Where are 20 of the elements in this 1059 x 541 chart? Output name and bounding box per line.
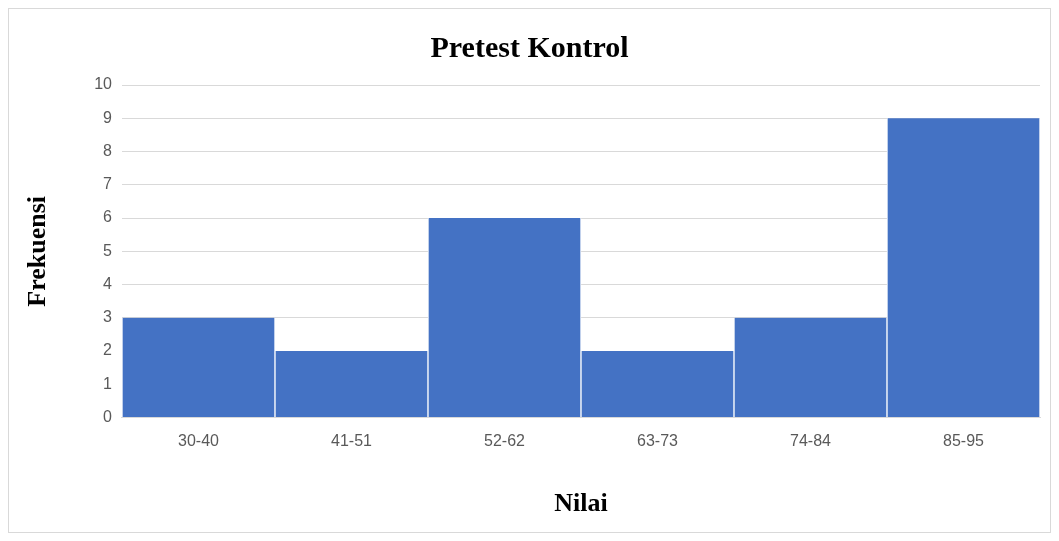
x-tick-label: 63-73 — [637, 431, 679, 449]
y-tick-label: 4 — [103, 274, 113, 292]
x-axis-title: Nilai — [554, 488, 608, 518]
x-tick-label: 30-40 — [178, 431, 220, 449]
y-tick-label: 6 — [103, 208, 113, 226]
y-tick-label: 10 — [94, 75, 113, 93]
y-tick-label: 8 — [103, 141, 113, 159]
y-tick-label: 7 — [103, 175, 113, 193]
y-tick-label: 3 — [103, 308, 113, 326]
x-tick-label: 85-95 — [943, 431, 985, 449]
x-tick-label: 52-62 — [484, 431, 526, 449]
y-tick-label: 1 — [103, 374, 113, 392]
y-tick-label: 9 — [103, 108, 113, 126]
y-tick-label: 5 — [103, 241, 113, 259]
x-tick-label: 41-51 — [331, 431, 373, 449]
chart-title: Pretest Kontrol — [430, 29, 629, 63]
y-tick-label: 0 — [103, 408, 113, 426]
y-tick-label: 2 — [103, 341, 113, 359]
x-tick-label: 74-84 — [790, 431, 832, 449]
y-axis-title: Frekuensi — [22, 195, 52, 307]
